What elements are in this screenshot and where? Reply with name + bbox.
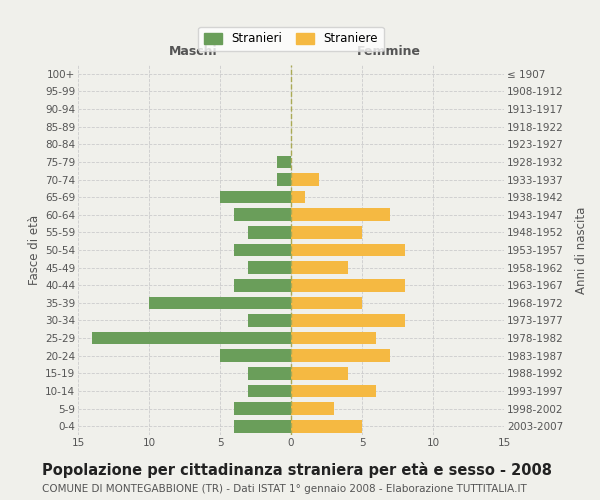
Bar [248, 262, 291, 274]
Bar [234, 244, 291, 256]
Bar [277, 173, 291, 186]
Bar [291, 208, 391, 221]
Bar [291, 384, 376, 398]
Bar [291, 279, 404, 291]
Bar [220, 350, 291, 362]
Bar [248, 314, 291, 327]
Bar [291, 350, 391, 362]
Bar [234, 420, 291, 432]
Text: Maschi: Maschi [169, 44, 217, 58]
Bar [291, 244, 404, 256]
Bar [291, 314, 404, 327]
Bar [291, 226, 362, 238]
Bar [291, 367, 348, 380]
Bar [277, 156, 291, 168]
Bar [248, 367, 291, 380]
Bar [291, 191, 305, 203]
Text: COMUNE DI MONTEGABBIONE (TR) - Dati ISTAT 1° gennaio 2008 - Elaborazione TUTTITA: COMUNE DI MONTEGABBIONE (TR) - Dati ISTA… [42, 484, 527, 494]
Bar [234, 208, 291, 221]
Bar [248, 226, 291, 238]
Bar [291, 262, 348, 274]
Bar [291, 420, 362, 432]
Bar [234, 402, 291, 415]
Y-axis label: Fasce di età: Fasce di età [28, 215, 41, 285]
Bar [92, 332, 291, 344]
Bar [291, 296, 362, 309]
Bar [234, 279, 291, 291]
Bar [291, 173, 319, 186]
Bar [291, 332, 376, 344]
Text: Popolazione per cittadinanza straniera per età e sesso - 2008: Popolazione per cittadinanza straniera p… [42, 462, 552, 478]
Text: Femmine: Femmine [357, 44, 421, 58]
Bar [149, 296, 291, 309]
Bar [248, 384, 291, 398]
Bar [220, 191, 291, 203]
Bar [291, 402, 334, 415]
Y-axis label: Anni di nascita: Anni di nascita [575, 206, 587, 294]
Legend: Stranieri, Straniere: Stranieri, Straniere [198, 26, 384, 52]
